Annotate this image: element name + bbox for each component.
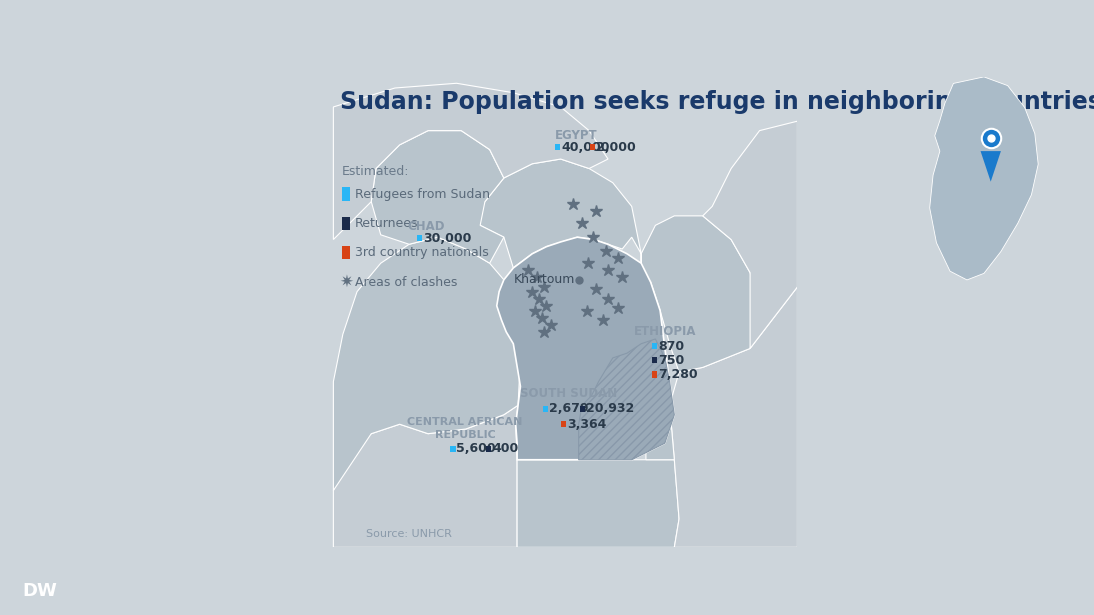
Text: 400: 400 [492,442,519,455]
Polygon shape [497,237,674,460]
Text: 3,364: 3,364 [567,418,606,430]
Polygon shape [641,358,674,460]
Text: 7,280: 7,280 [659,368,698,381]
Text: 5,600: 5,600 [456,442,496,455]
Text: 40,000: 40,000 [561,141,609,154]
FancyBboxPatch shape [486,446,491,452]
FancyBboxPatch shape [417,235,422,241]
FancyBboxPatch shape [342,188,350,200]
Text: 870: 870 [659,339,685,352]
Text: REPUBLIC: REPUBLIC [434,430,496,440]
Text: Khartoum: Khartoum [513,273,574,287]
Polygon shape [980,151,1001,181]
Polygon shape [641,216,759,372]
Text: SOUTH SUDAN: SOUTH SUDAN [520,387,617,400]
FancyBboxPatch shape [555,144,560,150]
FancyBboxPatch shape [560,421,566,427]
Text: EGYPT: EGYPT [555,129,597,142]
Text: Sudan: Population seeks refuge in neighboring countries: Sudan: Population seeks refuge in neighb… [340,90,1094,114]
Polygon shape [930,77,1038,280]
Text: Refugees from Sudan: Refugees from Sudan [356,188,490,200]
Polygon shape [476,159,641,272]
Text: 2,679: 2,679 [549,402,589,415]
FancyBboxPatch shape [451,446,455,452]
Text: ETHIOPIA: ETHIOPIA [633,325,696,338]
Text: 2,000: 2,000 [596,141,636,154]
FancyBboxPatch shape [580,405,585,411]
FancyBboxPatch shape [342,217,350,230]
Text: ✷: ✷ [339,273,353,291]
FancyBboxPatch shape [652,357,657,363]
Polygon shape [371,130,504,263]
FancyBboxPatch shape [342,246,350,260]
Polygon shape [517,460,679,547]
Text: 750: 750 [659,354,685,367]
Polygon shape [670,287,798,547]
FancyBboxPatch shape [590,144,595,150]
Text: DW: DW [22,582,57,600]
FancyBboxPatch shape [652,371,657,378]
Text: 30,000: 30,000 [423,232,472,245]
Text: 20,932: 20,932 [586,402,635,415]
FancyBboxPatch shape [652,343,657,349]
Polygon shape [334,237,521,491]
Text: Source: UNHCR: Source: UNHCR [365,529,452,539]
Text: 3rd country nationals: 3rd country nationals [356,246,489,260]
Text: Areas of clashes: Areas of clashes [356,276,457,288]
Polygon shape [579,339,674,460]
Text: CENTRAL AFRICAN: CENTRAL AFRICAN [407,417,523,427]
Text: Returnees: Returnees [356,217,419,230]
Text: CHAD: CHAD [407,220,444,233]
Polygon shape [334,405,519,547]
Text: Estimated:: Estimated: [342,165,409,178]
Polygon shape [334,83,608,239]
FancyBboxPatch shape [543,405,548,411]
Polygon shape [702,121,798,349]
